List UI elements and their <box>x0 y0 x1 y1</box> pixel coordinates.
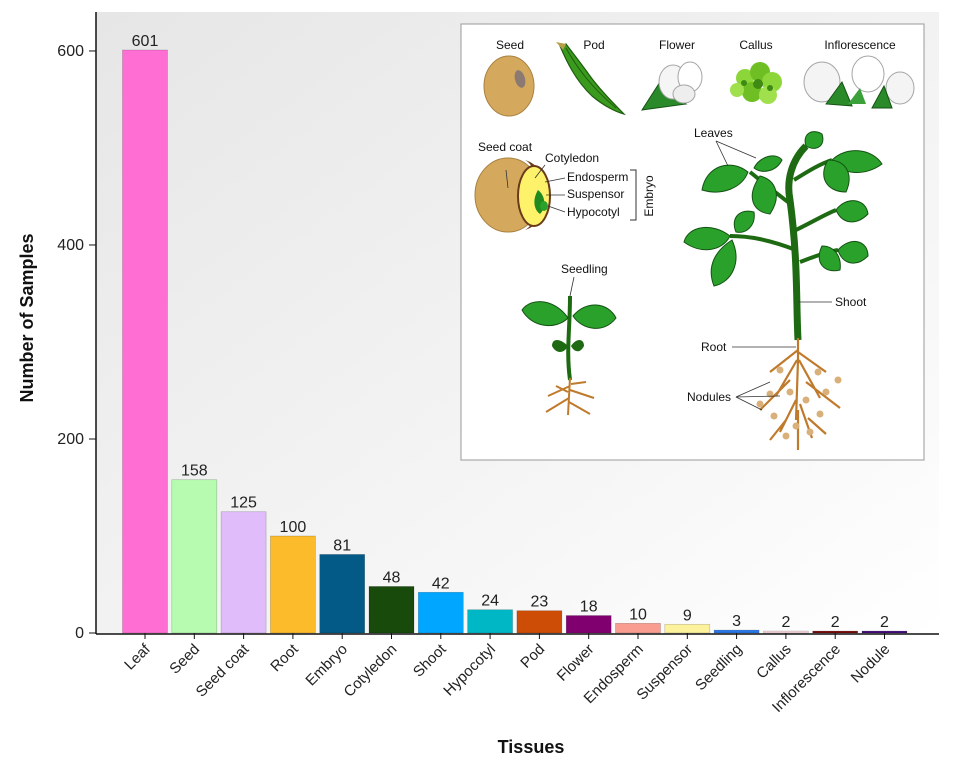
bar-callus <box>763 630 809 634</box>
inset-label-pod: Pod <box>583 38 604 52</box>
label-seed-coat: Seed coat <box>478 140 533 154</box>
bar-seed <box>171 479 218 634</box>
x-tick-label: Cotyledon <box>341 641 401 701</box>
x-tick-label: Nodule <box>848 641 894 687</box>
bar-shoot <box>417 591 464 634</box>
value-label: 601 <box>132 33 159 50</box>
x-tick-label: Shoot <box>410 640 450 680</box>
bar-inflorescence <box>812 630 859 634</box>
value-label: 158 <box>181 463 208 480</box>
pod-icon <box>556 42 626 116</box>
y-axis-title: Number of Samples <box>17 233 37 402</box>
value-label: 2 <box>781 614 790 631</box>
x-axis-title: Tissues <box>498 737 565 757</box>
plant-icon <box>683 131 883 450</box>
seed-section-icon <box>474 157 551 233</box>
label-hypocotyl: Hypocotyl <box>567 205 620 219</box>
value-label: 48 <box>383 569 401 586</box>
x-tick-label: Seed <box>166 641 203 678</box>
inset-panel: Seed Pod Flower Callus Inflorescence <box>460 23 925 461</box>
value-label: 24 <box>481 593 499 610</box>
value-label: 125 <box>230 495 257 512</box>
x-tick-label: Embryo <box>302 641 351 690</box>
bar-seed-coat <box>220 511 267 634</box>
callus-icon <box>730 62 782 104</box>
label-endosperm: Endosperm <box>567 170 628 184</box>
x-tick-label: Seed coat <box>193 640 253 700</box>
seedling-icon <box>521 295 617 416</box>
label-root: Root <box>701 340 727 354</box>
label-nodules: Nodules <box>687 390 731 404</box>
value-label: 9 <box>683 607 692 624</box>
seed-icon <box>483 55 535 117</box>
label-leaves: Leaves <box>694 126 733 140</box>
x-tick-label: Callus <box>753 641 794 682</box>
value-label: 2 <box>831 614 840 631</box>
y-tick-label: 200 <box>57 431 84 448</box>
bar-embryo <box>319 554 366 634</box>
y-tick-label: 600 <box>57 43 84 60</box>
bar-suspensor <box>664 623 711 634</box>
x-tick-label: Pod <box>517 641 548 672</box>
flower-icon <box>640 61 703 111</box>
value-label: 42 <box>432 575 450 592</box>
inflorescence-icon <box>803 55 915 109</box>
label-embryo: Embryo <box>642 175 656 217</box>
bar-leaf <box>122 49 168 634</box>
y-tick-label: 400 <box>57 237 84 254</box>
bar-endosperm <box>615 622 661 634</box>
value-label: 3 <box>732 613 741 630</box>
bar-seedling <box>713 629 760 634</box>
x-tick-label: Flower <box>554 641 598 685</box>
value-label: 23 <box>531 594 549 611</box>
bar-cotyledon <box>368 586 415 634</box>
bar-pod <box>516 610 563 634</box>
x-tick-label: Hypocotyl <box>440 641 499 700</box>
inset-label-inflorescence: Inflorescence <box>824 38 896 52</box>
value-label: 81 <box>333 537 351 554</box>
value-label: 18 <box>580 599 598 616</box>
inset-label-seed: Seed <box>496 38 524 52</box>
label-suspensor: Suspensor <box>567 187 624 201</box>
bar-root <box>270 535 316 634</box>
label-cotyledon: Cotyledon <box>545 151 599 165</box>
value-label: 100 <box>280 519 307 536</box>
label-seedling: Seedling <box>561 262 608 276</box>
bars <box>122 49 908 634</box>
value-label: 2 <box>880 614 889 631</box>
x-tick-label: Seedling <box>692 641 745 694</box>
x-tick-label: Leaf <box>121 640 154 673</box>
inset-label-flower: Flower <box>659 38 695 52</box>
label-shoot: Shoot <box>835 295 867 309</box>
x-tick-label: Root <box>267 640 302 675</box>
y-ticks: 0 200 400 600 <box>57 43 96 642</box>
value-labels: 601 158 125 100 81 48 42 24 23 18 10 9 3 2 2 2 <box>132 33 889 631</box>
bar-flower <box>565 615 612 634</box>
bar-nodule <box>861 630 908 634</box>
bar-hypocotyl <box>467 609 513 634</box>
value-label: 10 <box>629 606 647 623</box>
y-tick-label: 0 <box>75 625 84 642</box>
embryo-bracket <box>630 169 637 221</box>
inset-label-callus: Callus <box>739 38 772 52</box>
